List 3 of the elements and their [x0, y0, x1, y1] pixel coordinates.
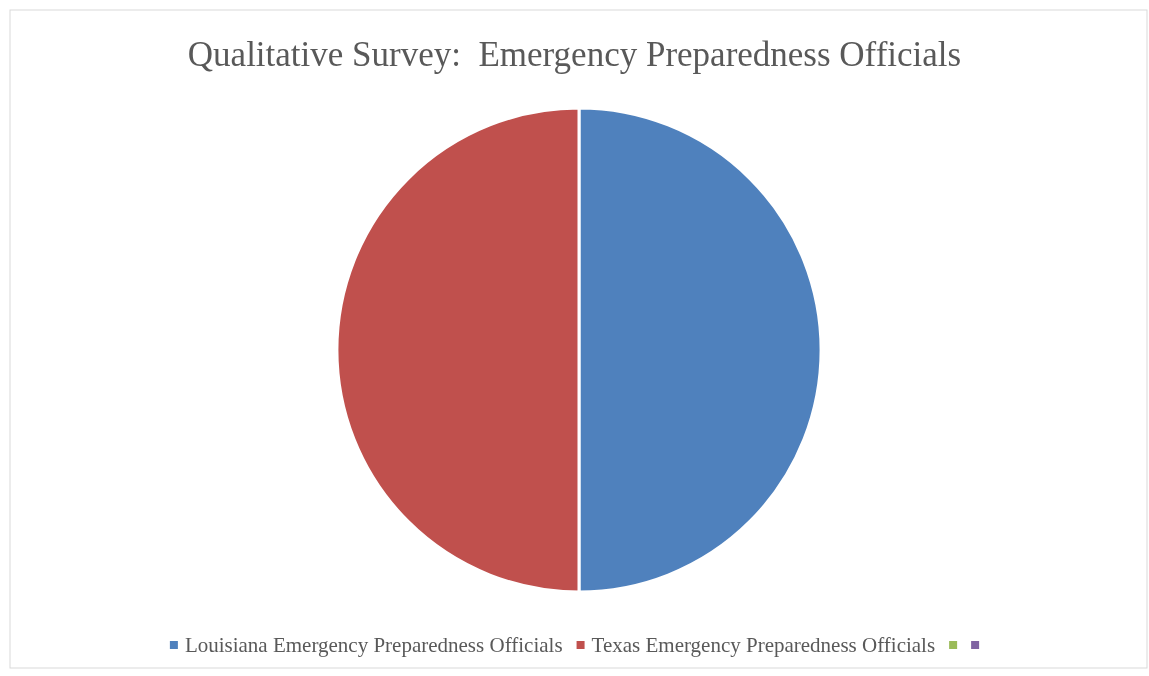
chart-title: Qualitative Survey: Emergency Preparedness Officials	[187, 35, 962, 74]
legend-label: Texas Emergency Preparedness Officials	[591, 633, 936, 657]
legend-label: Louisiana Emergency Preparedness Officials	[184, 633, 563, 657]
